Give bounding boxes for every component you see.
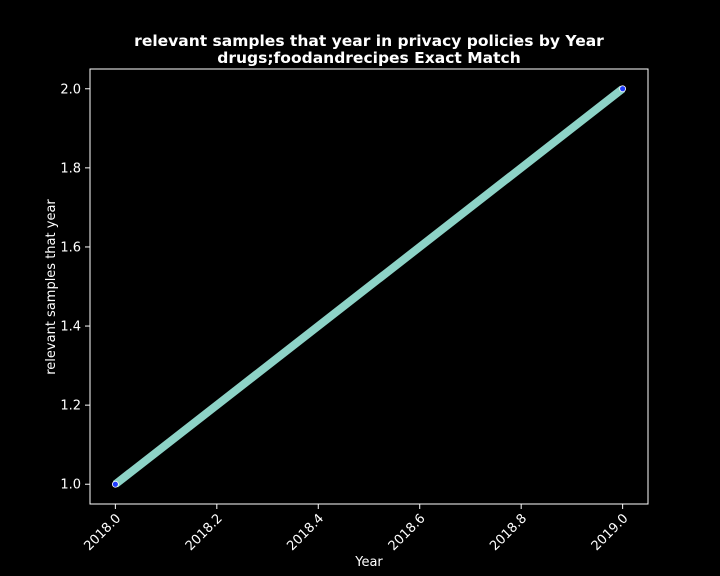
series-line [112, 85, 626, 488]
y-axis-label: relevant samples that year [44, 199, 59, 375]
y-tick-label: 1.8 [60, 161, 81, 176]
data-point [619, 85, 627, 93]
y-tick-label: 1.0 [60, 478, 81, 493]
plot-area [89, 68, 649, 505]
y-tick-label: 2.0 [60, 82, 81, 97]
chart-subtitle: drugs;foodandrecipes Exact Match [217, 49, 520, 67]
y-axis-ticks: 1.0 1.2 1.4 1.6 1.8 2.0 [60, 82, 90, 493]
y-tick-label: 1.2 [60, 399, 81, 414]
series-layer [111, 85, 627, 488]
chart-title: relevant samples that year in privacy po… [134, 32, 604, 50]
y-tick-label: 1.4 [60, 320, 81, 335]
data-point [111, 480, 119, 488]
y-tick-label: 1.6 [60, 240, 81, 255]
x-axis-label: Year [354, 555, 383, 570]
